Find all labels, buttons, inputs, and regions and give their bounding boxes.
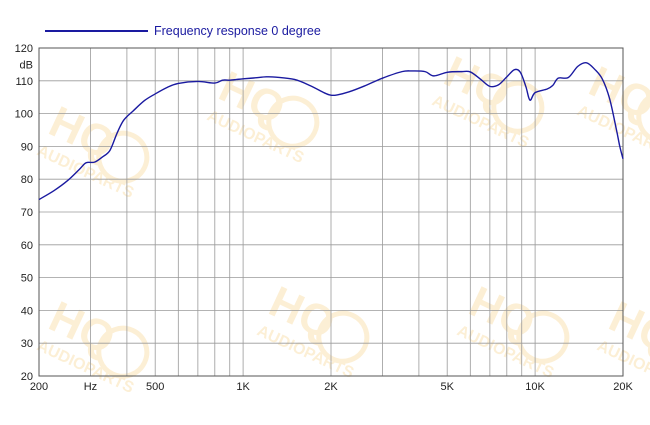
x-tick-label: 500 xyxy=(146,381,164,393)
y-tick-label: 100 xyxy=(15,109,33,121)
y-tick-label: 60 xyxy=(21,240,33,252)
watermark-logo-icon xyxy=(516,310,570,364)
plot-frame xyxy=(38,47,624,377)
y-tick-label: 110 xyxy=(15,76,33,88)
watermark-logo-icon xyxy=(636,90,650,144)
y-tick-label: 40 xyxy=(21,305,33,317)
legend: Frequency response 0 degree xyxy=(45,24,321,38)
watermark-logo-icon xyxy=(96,325,150,379)
x-tick-label: 20K xyxy=(613,381,633,393)
y-tick-label: 120 xyxy=(15,43,33,55)
y-tick-label: 20 xyxy=(21,371,33,383)
y-axis-ticks: 20 30 40 50 60 70 80 90 100 110 120 xyxy=(15,43,33,383)
series-layer xyxy=(38,61,624,201)
x-tick-label: 2K xyxy=(324,381,338,393)
y-axis-unit: dB xyxy=(20,59,33,71)
x-axis-ticks: 200 Hz 500 1K 2K 5K 10K 20K xyxy=(30,381,634,393)
series-line-0 xyxy=(38,61,624,201)
y-tick-label: 90 xyxy=(21,141,33,153)
y-tick-label: 50 xyxy=(21,273,33,285)
x-tick-label: 200 xyxy=(30,381,48,393)
watermark-logo-icon xyxy=(316,310,370,364)
x-tick-label: 1K xyxy=(236,381,250,393)
y-tick-label: 70 xyxy=(21,207,33,219)
y-tick-label: 30 xyxy=(21,338,33,350)
watermark-logo-icon xyxy=(266,95,320,149)
x-tick-label: 5K xyxy=(440,381,454,393)
y-tick-label: 80 xyxy=(21,174,33,186)
chart-grid xyxy=(38,47,624,377)
watermark-logo-icon xyxy=(491,80,545,134)
x-tick-label: 10K xyxy=(525,381,545,393)
x-tick-label: Hz xyxy=(84,381,97,393)
legend-label: Frequency response 0 degree xyxy=(154,24,321,38)
